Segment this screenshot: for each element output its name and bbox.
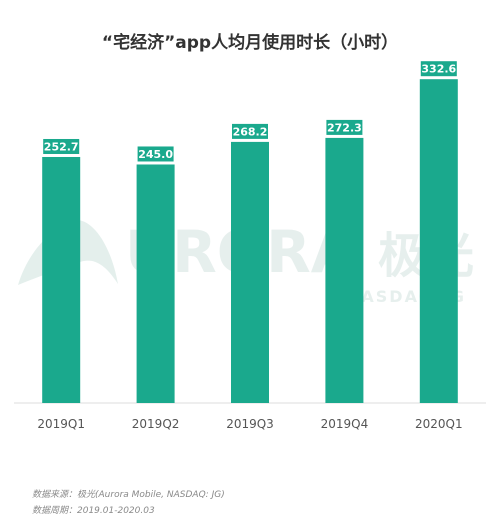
footer-source: 数据来源：极光(Aurora Mobile, NASDAQ: JG) bbox=[32, 490, 225, 500]
chart-title: “宅经济”app人均月使用时长（小时） bbox=[101, 33, 399, 53]
footer-period: 数据周期：2019.01-2020.03 bbox=[32, 506, 155, 516]
x-tick-labels-layer: 2019Q1 2019Q2 2019Q3 2019Q4 2020Q1 bbox=[37, 417, 462, 431]
value-label-bg-2019Q1 bbox=[43, 138, 80, 154]
x-tick-label-2020Q1: 2020Q1 bbox=[415, 417, 463, 431]
value-label-bg-2020Q1 bbox=[420, 61, 457, 77]
bar-2019Q4 bbox=[325, 137, 364, 403]
value-label-2019Q2: 245.0 bbox=[138, 148, 173, 161]
bars-layer bbox=[42, 79, 458, 404]
bar-2019Q2 bbox=[136, 164, 175, 403]
value-label-2019Q1: 252.7 bbox=[44, 140, 79, 153]
bar-2020Q1 bbox=[419, 79, 458, 404]
value-label-2019Q3: 268.2 bbox=[233, 125, 268, 138]
x-tick-label-2019Q4: 2019Q4 bbox=[321, 417, 369, 431]
value-label-bg-2019Q3 bbox=[232, 123, 268, 139]
value-label-bg-2019Q4 bbox=[326, 119, 363, 135]
value-labels-layer: 252.7 245.0 268.2 272.3 332.6 bbox=[43, 61, 457, 162]
bar-2019Q1 bbox=[42, 156, 81, 403]
x-tick-label-2019Q2: 2019Q2 bbox=[132, 417, 180, 431]
x-tick-label-2019Q3: 2019Q3 bbox=[226, 417, 274, 431]
value-label-2019Q4: 272.3 bbox=[327, 121, 362, 134]
value-label-bg-2019Q2 bbox=[137, 146, 174, 162]
value-label-2020Q1: 332.6 bbox=[421, 63, 456, 76]
bar-2019Q3 bbox=[231, 141, 269, 403]
x-tick-label-2019Q1: 2019Q1 bbox=[37, 417, 85, 431]
